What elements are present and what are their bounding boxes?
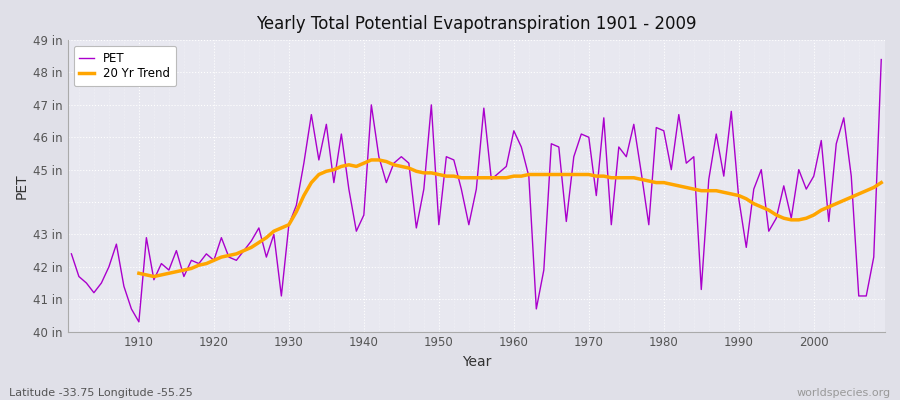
- PET: [299, 161, 310, 166]
- PET: [516, 144, 526, 149]
- Text: Latitude -33.75 Longitude -55.25: Latitude -33.75 Longitude -55.25: [9, 388, 193, 398]
- 20 Yr Trend: [598, 174, 609, 178]
- PET: [876, 57, 886, 62]
- PET: [606, 222, 616, 227]
- 20 Yr Trend: [336, 164, 346, 169]
- Legend: PET, 20 Yr Trend: PET, 20 Yr Trend: [74, 46, 176, 86]
- 20 Yr Trend: [876, 180, 886, 185]
- PET: [66, 252, 77, 256]
- 20 Yr Trend: [291, 209, 302, 214]
- Y-axis label: PET: PET: [15, 173, 29, 199]
- Line: 20 Yr Trend: 20 Yr Trend: [139, 160, 881, 276]
- PET: [126, 306, 137, 311]
- X-axis label: Year: Year: [462, 355, 491, 369]
- PET: [508, 128, 519, 133]
- PET: [344, 187, 355, 192]
- 20 Yr Trend: [501, 175, 512, 180]
- Text: worldspecies.org: worldspecies.org: [796, 388, 891, 398]
- Title: Yearly Total Potential Evapotranspiration 1901 - 2009: Yearly Total Potential Evapotranspiratio…: [256, 15, 697, 33]
- PET: [133, 320, 144, 324]
- Line: PET: PET: [71, 60, 881, 322]
- 20 Yr Trend: [508, 174, 519, 178]
